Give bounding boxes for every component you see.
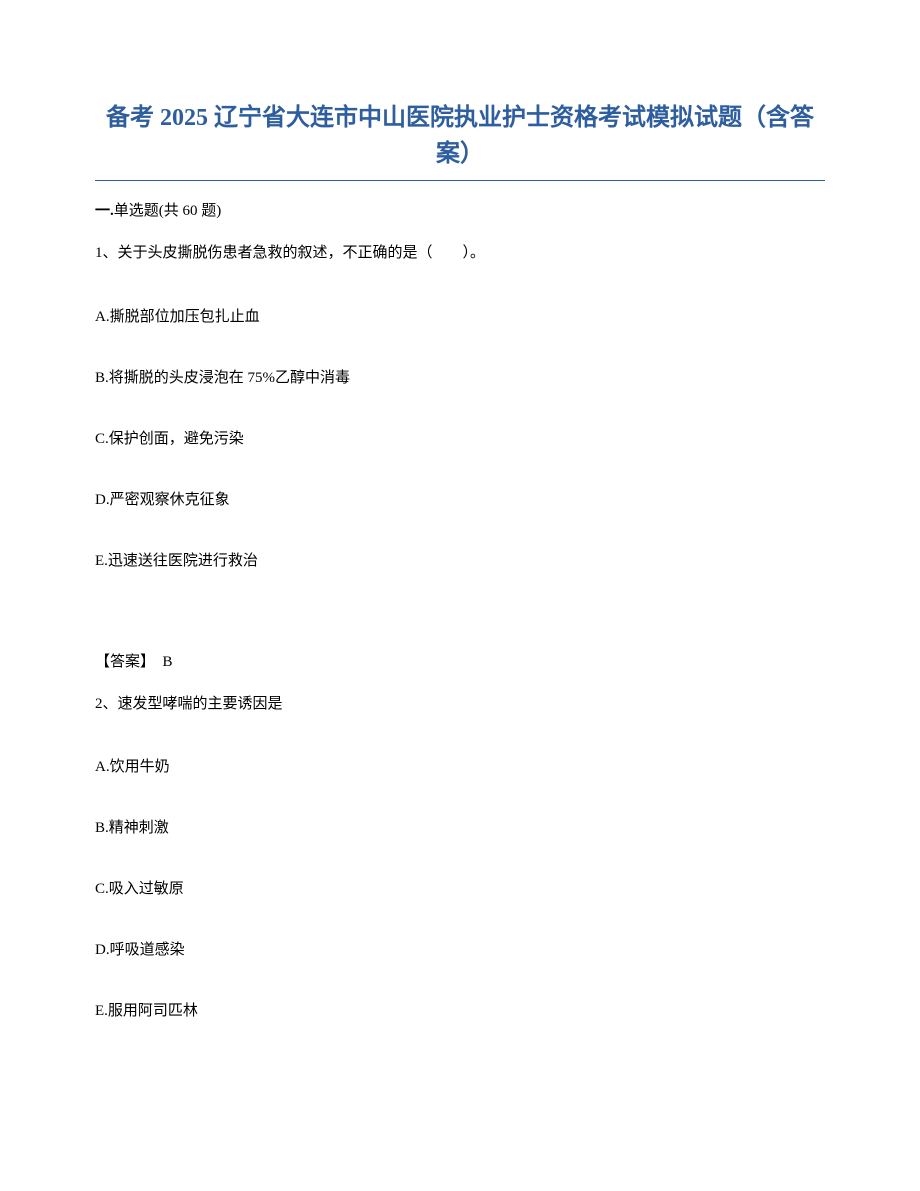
question-1-answer: 【答案】 B — [95, 650, 825, 671]
question-number: 1、 — [95, 245, 118, 261]
question-2-text: 2、速发型哮喘的主要诱因是 — [95, 693, 825, 716]
question-body: 关于头皮撕脱伤患者急救的叙述，不正确的是（ ）。 — [118, 245, 486, 261]
question-body: 速发型哮喘的主要诱因是 — [118, 696, 283, 712]
question-1-option-e: E.迅速送往医院进行救治 — [95, 549, 825, 570]
question-2-option-e: E.服用阿司匹林 — [95, 999, 825, 1020]
section-header: 一.单选题(共 60 题) — [95, 199, 825, 220]
question-1-option-a: A.撕脱部位加压包扎止血 — [95, 305, 825, 326]
document-title: 备考 2025 辽宁省大连市中山医院执业护士资格考试模拟试题（含答案） — [95, 100, 825, 172]
question-1-option-b: B.将撕脱的头皮浸泡在 75%乙醇中消毒 — [95, 366, 825, 387]
question-2-option-d: D.呼吸道感染 — [95, 938, 825, 959]
question-2-option-c: C.吸入过敏原 — [95, 877, 825, 898]
question-1-option-c: C.保护创面，避免污染 — [95, 427, 825, 448]
question-2-option-a: A.饮用牛奶 — [95, 755, 825, 776]
question-2-option-b: B.精神刺激 — [95, 816, 825, 837]
answer-label: 【答案】 — [95, 654, 155, 670]
title-divider — [95, 180, 825, 181]
section-label: 单选题 — [114, 203, 159, 219]
question-1-option-d: D.严密观察休克征象 — [95, 488, 825, 509]
section-count: (共 60 题) — [159, 203, 222, 219]
question-1-text: 1、关于头皮撕脱伤患者急救的叙述，不正确的是（ ）。 — [95, 242, 825, 265]
answer-value: B — [163, 654, 173, 670]
question-number: 2、 — [95, 696, 118, 712]
section-prefix: 一. — [95, 203, 114, 219]
